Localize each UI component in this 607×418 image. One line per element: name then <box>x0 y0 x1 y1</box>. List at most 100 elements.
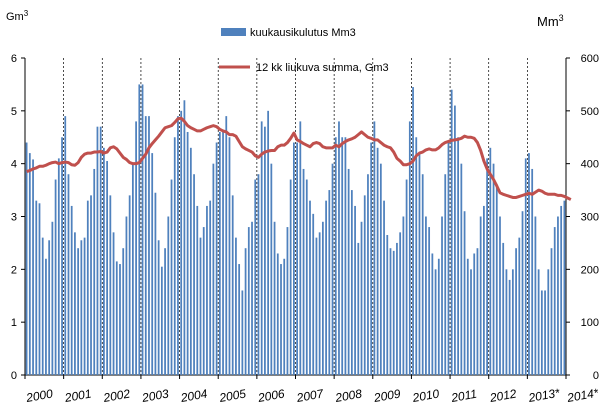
bar <box>280 264 282 375</box>
bar <box>54 179 57 375</box>
bar <box>125 216 128 375</box>
bar <box>189 147 192 375</box>
bar <box>209 200 212 375</box>
bar <box>61 137 63 375</box>
bar <box>428 227 431 375</box>
bar <box>518 237 521 375</box>
bar <box>486 158 488 375</box>
right-tick-label: 100 <box>581 317 599 329</box>
bar <box>244 248 247 375</box>
bar <box>470 269 472 375</box>
bar <box>408 121 411 376</box>
bar <box>534 216 537 375</box>
bar <box>299 121 302 376</box>
bar <box>38 203 41 375</box>
bar <box>334 137 337 375</box>
bar <box>154 192 157 375</box>
bar <box>415 137 418 375</box>
bar <box>112 232 115 375</box>
right-unit-label: Mm3 <box>537 13 564 29</box>
bar <box>463 211 466 375</box>
bar <box>115 261 118 375</box>
bar <box>360 221 363 375</box>
bar <box>67 174 70 375</box>
bar <box>32 159 34 375</box>
bar <box>41 237 44 375</box>
bar <box>157 240 160 375</box>
bar <box>173 137 176 375</box>
year-label: 2008 <box>333 386 363 405</box>
bar <box>177 116 179 376</box>
bar <box>479 216 482 375</box>
bar <box>315 237 318 375</box>
bar <box>563 200 566 375</box>
bar <box>492 163 495 375</box>
bar <box>434 269 437 375</box>
bar <box>489 147 492 375</box>
left-tick-label: 1 <box>11 317 17 329</box>
bar <box>495 184 498 375</box>
bar <box>309 200 311 375</box>
bar <box>302 168 305 375</box>
bar <box>357 242 360 375</box>
bar <box>405 179 408 375</box>
bar <box>228 137 231 375</box>
year-label: 2013* <box>526 386 561 405</box>
right-tick-label: 500 <box>581 106 599 118</box>
year-dividers <box>24 58 567 379</box>
bar <box>483 205 485 375</box>
bar <box>199 237 202 375</box>
bar <box>122 248 125 375</box>
bar <box>218 131 221 375</box>
bar <box>338 121 340 376</box>
bar <box>454 105 456 376</box>
bar <box>74 232 76 375</box>
bar <box>560 205 563 375</box>
year-label: 2014* <box>565 386 600 405</box>
year-label: 2012 <box>488 386 518 405</box>
bar <box>437 258 440 375</box>
bar <box>354 205 356 375</box>
bar <box>128 195 131 375</box>
bar <box>276 253 279 375</box>
bar <box>164 248 166 375</box>
year-labels: 2000 2001 2002 2003 2004 2005 2006 2007 2008 2009… <box>24 386 600 405</box>
bar <box>131 163 134 375</box>
bar <box>473 253 476 375</box>
bar <box>267 110 270 375</box>
bar <box>273 221 276 375</box>
bar <box>35 200 38 375</box>
bar <box>241 290 244 375</box>
bar <box>235 237 237 375</box>
left-unit-label: Gm3 <box>6 9 29 23</box>
bar <box>48 240 51 375</box>
right-tick-label: 400 <box>581 159 599 171</box>
bar <box>557 216 559 375</box>
bar <box>225 116 228 376</box>
bar <box>138 84 141 376</box>
bar <box>170 179 173 375</box>
bar <box>431 253 434 375</box>
bar <box>180 110 183 375</box>
bar <box>396 242 398 375</box>
bar <box>460 163 463 375</box>
monthly-bars <box>25 84 566 376</box>
bar <box>418 153 421 375</box>
bar <box>77 248 80 375</box>
bar <box>293 142 295 375</box>
bar <box>251 221 253 375</box>
bar <box>383 200 385 375</box>
bar <box>502 242 505 375</box>
bar <box>196 205 199 375</box>
bar <box>363 195 366 375</box>
bar <box>373 121 376 376</box>
year-label: 2007 <box>295 386 326 405</box>
bar <box>206 205 208 375</box>
bar <box>289 179 292 375</box>
bar <box>347 168 350 375</box>
bar <box>379 163 382 375</box>
bar <box>505 269 508 375</box>
bar <box>64 116 67 376</box>
bar <box>119 264 121 375</box>
bar <box>425 216 427 375</box>
